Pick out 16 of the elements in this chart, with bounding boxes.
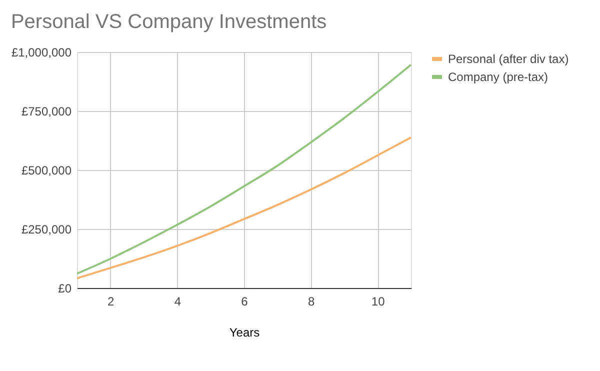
y-tick-label: £0: [58, 282, 72, 296]
y-tick-label: £750,000: [21, 104, 72, 118]
x-tick-label: 10: [371, 294, 386, 308]
y-tick-label: £1,000,000: [11, 46, 72, 60]
legend-label: Personal (after div tax): [448, 52, 569, 66]
x-tick-label: 4: [174, 294, 182, 308]
legend-label: Company (pre-tax): [448, 70, 548, 84]
y-tick-label: £250,000: [21, 222, 72, 236]
line-series: [76, 136, 412, 280]
x-tick-label: 2: [108, 294, 115, 308]
y-tick-label: £500,000: [21, 164, 72, 178]
x-tick-label: 6: [241, 294, 248, 308]
chart-title: Personal VS Company Investments: [10, 11, 327, 33]
line-series: [76, 64, 412, 275]
x-tick-label: 8: [308, 294, 315, 308]
x-axis-title: Years: [229, 326, 260, 340]
